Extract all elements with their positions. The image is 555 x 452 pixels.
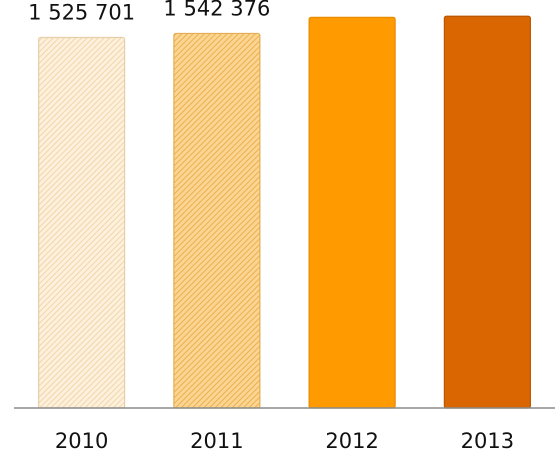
x-tick-label-2012: 2012 [325, 429, 378, 452]
x-tick-labels-group: 2010 2011 2012 2013 [55, 429, 514, 452]
value-label-2011: 1 542 376 [163, 0, 270, 20]
bars-group [38, 15, 531, 409]
x-tick-label-2011: 2011 [190, 429, 243, 452]
bar-2010 [38, 36, 126, 409]
x-tick-label-2010: 2010 [55, 429, 108, 452]
value-label-2010: 1 525 701 [28, 0, 135, 24]
value-label-2013: 1 613 103 [434, 0, 541, 3]
x-tick-label-2013: 2013 [461, 429, 514, 452]
value-labels-group: 1 525 701 1 542 376 1 608 694 1 613 103 [28, 0, 541, 24]
bar-2013 [443, 15, 531, 409]
value-label-2012: 1 608 694 [299, 0, 406, 4]
bar-2012 [308, 16, 396, 409]
bar-2011 [173, 32, 261, 409]
